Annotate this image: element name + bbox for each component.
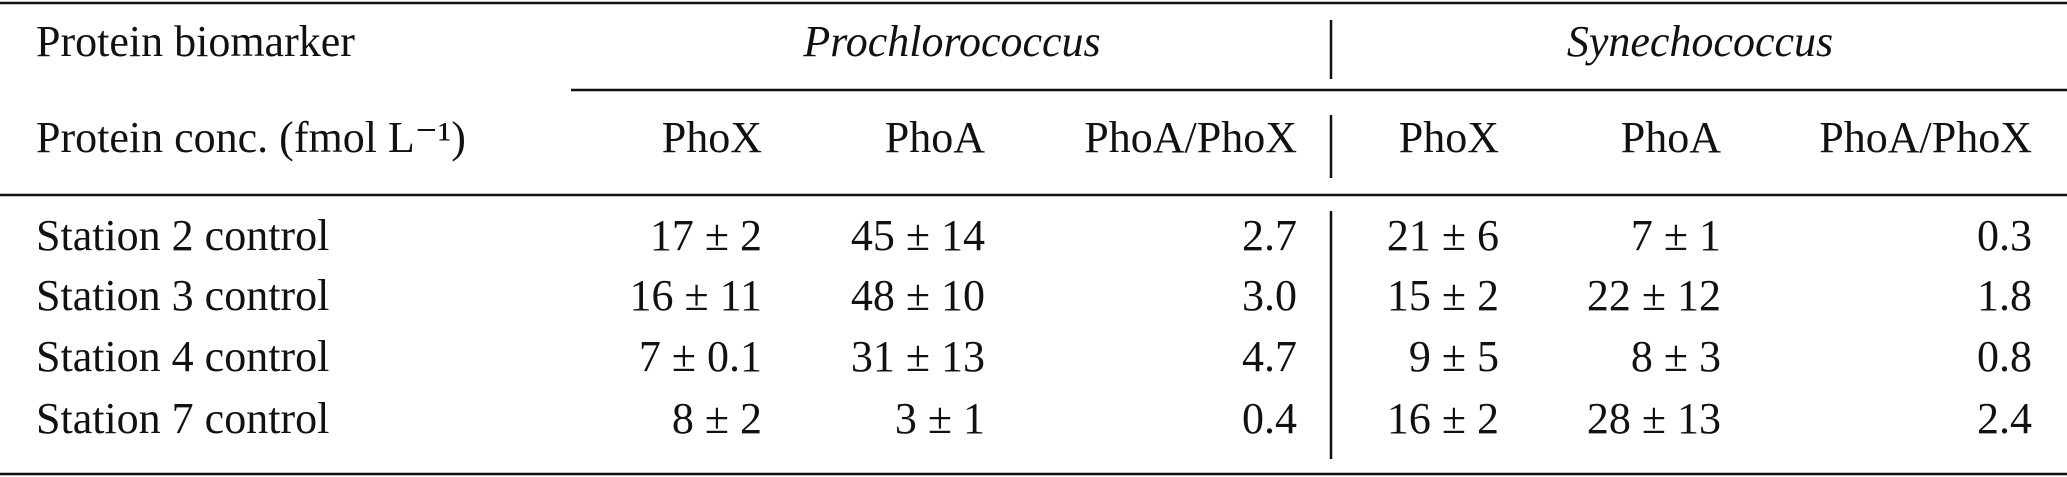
cell: 8 ± 3 [1631, 332, 1721, 381]
cell: 7 ± 1 [1631, 211, 1721, 260]
column-header: PhoA/PhoX [1819, 113, 2032, 162]
cell: 45 ± 14 [851, 211, 985, 260]
group-header: Synechococcus [1567, 17, 1833, 66]
cell: 0.8 [1977, 332, 2032, 381]
cell: 21 ± 6 [1387, 211, 1499, 260]
cell: 48 ± 10 [851, 271, 985, 320]
cell: 28 ± 13 [1587, 394, 1721, 443]
column-header: PhoA/PhoX [1084, 113, 1297, 162]
row-label: Station 2 control [36, 211, 329, 260]
cell: 2.7 [1242, 211, 1297, 260]
cell: 7 ± 0.1 [639, 332, 762, 381]
column-header: PhoX [1399, 113, 1499, 162]
cell: 0.3 [1977, 211, 2032, 260]
cell: 16 ± 2 [1387, 394, 1499, 443]
corner-label: Protein biomarker [36, 17, 355, 66]
cell: 8 ± 2 [672, 394, 762, 443]
cell: 31 ± 13 [851, 332, 985, 381]
cell: 2.4 [1977, 394, 2032, 443]
row-label: Station 4 control [36, 332, 329, 381]
group-header: Prochlorococcus [802, 17, 1100, 66]
cell: 1.8 [1977, 271, 2032, 320]
cell: 0.4 [1242, 394, 1297, 443]
cell: 9 ± 5 [1409, 332, 1499, 381]
cell: 16 ± 11 [629, 271, 762, 320]
unit-label: Protein conc. (fmol L⁻¹) [36, 113, 466, 162]
column-header: PhoA [1621, 113, 1721, 162]
cell: 15 ± 2 [1387, 271, 1499, 320]
row-label: Station 3 control [36, 271, 329, 320]
cell: 17 ± 2 [650, 211, 762, 260]
column-header: PhoX [662, 113, 762, 162]
cell: 3.0 [1242, 271, 1297, 320]
cell: 22 ± 12 [1587, 271, 1721, 320]
row-label: Station 7 control [36, 394, 329, 443]
column-header: PhoA [885, 113, 985, 162]
cell: 4.7 [1242, 332, 1297, 381]
cell: 3 ± 1 [895, 394, 985, 443]
